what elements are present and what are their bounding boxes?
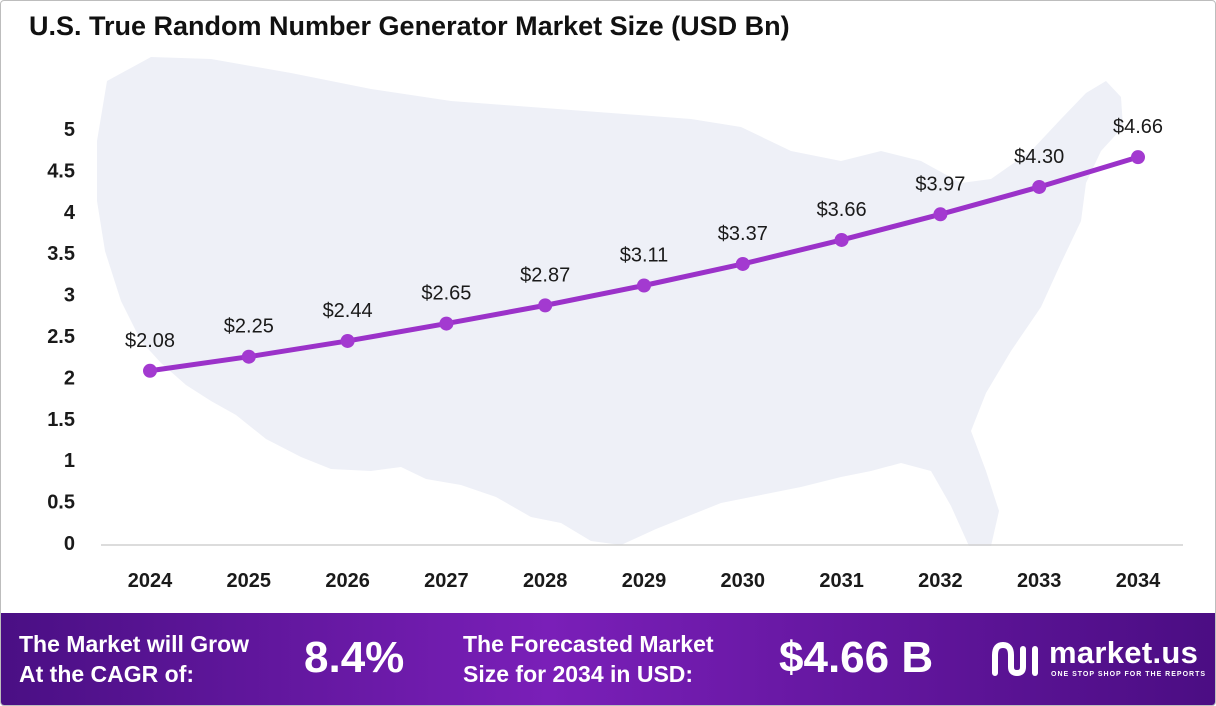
x-tick-label: 2026 xyxy=(325,570,370,592)
data-label: $4.30 xyxy=(1014,146,1064,168)
cagr-label-line2: At the CAGR of: xyxy=(19,661,195,687)
forecast-label-line1: The Forecasted Market xyxy=(463,631,714,657)
forecast-label: The Forecasted Market Size for 2034 in U… xyxy=(463,629,714,689)
cagr-value: 8.4% xyxy=(304,633,405,682)
x-tick-label: 2030 xyxy=(721,570,766,592)
logo-tagline: ONE STOP SHOP FOR THE REPORTS xyxy=(1051,671,1207,678)
x-tick-label: 2025 xyxy=(227,570,272,592)
x-axis-ticks: 2024 2025 2026 2027 2028 2029 2030 2031 2032 2033… xyxy=(128,570,1161,592)
data-point xyxy=(637,278,651,293)
data-label: $3.97 xyxy=(915,173,965,195)
data-point xyxy=(143,363,157,378)
us-map-silhouette xyxy=(97,57,1123,546)
y-tick-label: 0 xyxy=(64,533,75,555)
y-tick-label: 4.5 xyxy=(47,160,75,182)
data-label: $3.66 xyxy=(817,199,867,221)
x-tick-label: 2033 xyxy=(1017,570,1062,592)
data-label: $3.37 xyxy=(718,223,768,245)
data-label: $4.66 xyxy=(1113,116,1163,138)
x-tick-label: 2031 xyxy=(819,570,864,592)
data-point xyxy=(1032,179,1047,194)
cagr-label-line1: The Market will Grow xyxy=(19,631,250,657)
y-tick-label: 1 xyxy=(64,450,75,472)
line-chart: 00.511.522.533.544.55 2024 2025 2026 2027 20… xyxy=(47,57,1183,592)
y-tick-label: 3.5 xyxy=(47,243,75,265)
data-point xyxy=(439,316,454,331)
y-tick-label: 2 xyxy=(64,367,75,389)
x-tick-label: 2028 xyxy=(523,570,568,592)
y-tick-label: 1.5 xyxy=(47,409,75,431)
data-markers xyxy=(143,150,1145,378)
data-point xyxy=(1131,150,1145,165)
x-tick-label: 2027 xyxy=(424,570,469,592)
data-point xyxy=(735,256,750,271)
market-us-logo-icon xyxy=(992,641,1038,677)
y-axis-ticks: 0 0.5 1 1.5 2 2.5 3 3.5 4 4.5 5 xyxy=(47,119,76,555)
data-label: $2.87 xyxy=(520,264,570,286)
y-tick-label: 2.5 xyxy=(47,326,75,348)
y-tick-label: 0.5 xyxy=(47,492,75,514)
chart-title: U.S. True Random Number Generator Market… xyxy=(29,11,790,41)
data-point xyxy=(241,349,256,364)
cagr-label: The Market will Grow At the CAGR of: xyxy=(19,629,249,689)
summary-banner: The Market will Grow At the CAGR of: 8.4… xyxy=(1,613,1215,705)
data-label: $2.25 xyxy=(224,316,274,338)
x-tick-label: 2032 xyxy=(918,570,963,592)
y-tick-label: 4 xyxy=(64,202,76,224)
data-label: $2.65 xyxy=(421,283,471,305)
y-tick-label: 5 xyxy=(64,119,75,141)
data-label: $2.44 xyxy=(323,300,373,322)
data-label: $2.08 xyxy=(125,330,175,352)
data-point xyxy=(538,298,553,313)
x-tick-label: 2034 xyxy=(1116,570,1161,592)
x-tick-label: 2024 xyxy=(128,570,173,592)
forecast-value: $4.66 B xyxy=(779,633,934,682)
data-point xyxy=(933,207,948,222)
forecast-label-line2: Size for 2034 in USD: xyxy=(463,661,694,687)
logo-name: market.us xyxy=(1049,635,1199,670)
y-tick-label: 3 xyxy=(64,285,75,307)
data-label: $3.11 xyxy=(620,244,669,266)
data-point xyxy=(340,333,355,348)
data-labels: $2.08 $2.25 $2.44 $2.65 $2.87 $3.11 $3.37 $3.66… xyxy=(125,116,1163,352)
market-us-logo: market.us ONE STOP SHOP FOR THE REPORTS xyxy=(991,635,1213,685)
x-tick-label: 2029 xyxy=(622,570,667,592)
data-point xyxy=(834,232,849,247)
